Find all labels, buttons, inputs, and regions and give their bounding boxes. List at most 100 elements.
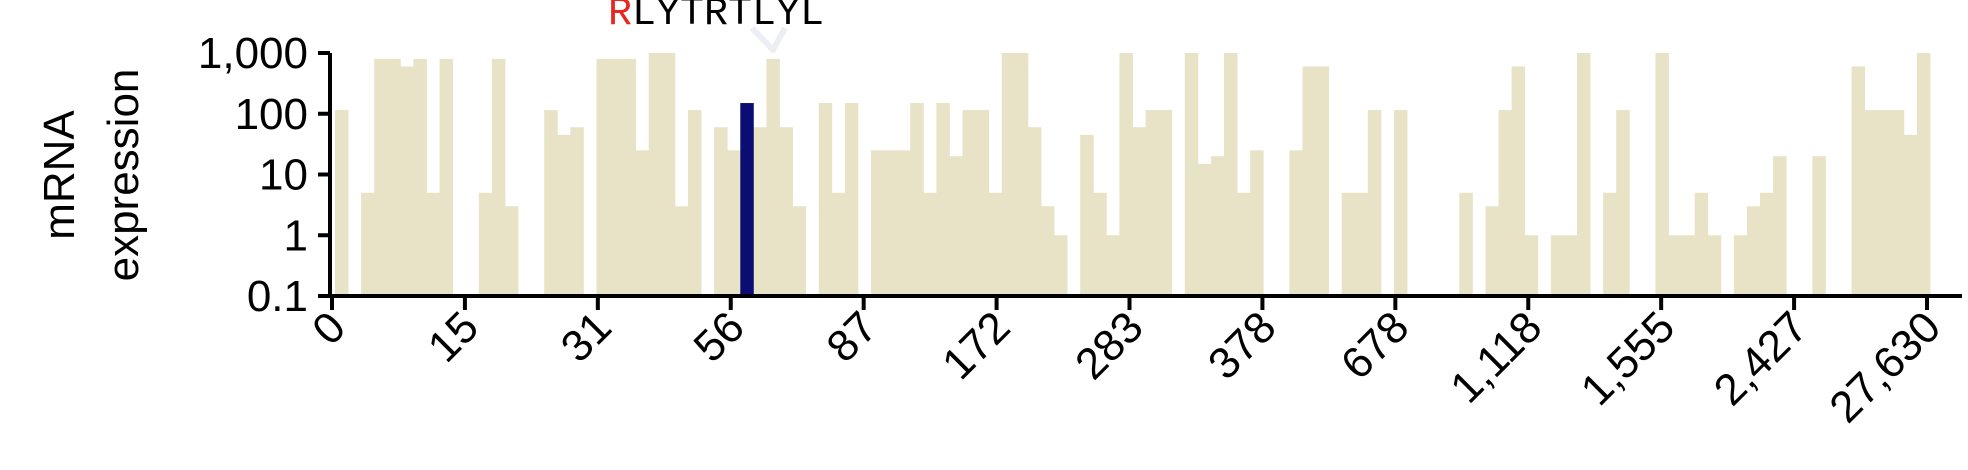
bar	[1616, 110, 1630, 296]
bar	[714, 127, 728, 296]
bar	[1014, 53, 1029, 296]
bar	[1773, 156, 1787, 296]
bar	[753, 127, 767, 296]
bar	[1250, 150, 1264, 296]
bar	[1367, 110, 1382, 296]
bar	[1655, 53, 1669, 296]
bar	[661, 53, 676, 296]
bar	[1184, 53, 1199, 296]
bar	[897, 150, 911, 296]
bar	[779, 127, 793, 296]
x-tick-label: 87	[817, 302, 886, 371]
bar	[596, 58, 610, 296]
bar	[1603, 192, 1617, 296]
y-tick-label: 1,000	[198, 29, 308, 78]
bar	[504, 206, 519, 296]
bar	[1890, 110, 1905, 296]
bar	[491, 58, 506, 296]
x-tick-label: 172	[933, 302, 1020, 389]
bar	[1027, 127, 1042, 296]
bar	[727, 150, 741, 296]
bar	[374, 58, 388, 296]
bar	[335, 110, 349, 296]
bar	[766, 58, 780, 296]
bar	[818, 103, 833, 296]
bar	[1707, 235, 1722, 296]
bar	[1132, 127, 1146, 296]
bar	[1158, 110, 1173, 296]
bar	[1916, 53, 1931, 296]
y-tick-label: 1	[284, 211, 308, 260]
bar	[1302, 66, 1316, 296]
bar	[962, 110, 977, 296]
bar	[1289, 150, 1303, 296]
bar	[1760, 192, 1774, 296]
bar	[674, 206, 689, 296]
bar	[1681, 235, 1696, 296]
bar	[1145, 110, 1160, 296]
y-ticks-group: 0.1 1 10 100 1,000	[198, 29, 330, 321]
y-axis-label-line-1: mRNA	[35, 110, 84, 240]
sequence-label: RLYTRTLYL	[608, 0, 824, 37]
x-tick-label: 31	[552, 302, 621, 371]
bar	[831, 192, 846, 296]
y-tick-label: 100	[235, 90, 308, 139]
bar	[1812, 156, 1826, 296]
x-tick-label: 0	[303, 302, 355, 354]
bar	[1851, 66, 1866, 296]
bar	[1694, 192, 1709, 296]
bar	[648, 53, 663, 296]
bar	[1550, 235, 1565, 296]
bar	[975, 110, 990, 296]
bar	[1119, 53, 1133, 296]
bar	[1210, 156, 1225, 296]
bar	[910, 103, 924, 296]
bar	[988, 192, 1003, 296]
bar	[1864, 110, 1879, 296]
bar	[1563, 235, 1578, 296]
bar	[1106, 235, 1120, 296]
x-tick-label: 378	[1199, 302, 1286, 389]
y-tick-label: 10	[259, 151, 308, 200]
bar	[1080, 134, 1094, 296]
bar	[1197, 163, 1212, 296]
x-tick-label: 15	[419, 302, 488, 371]
x-tick-label: 56	[685, 302, 754, 371]
y-axis-label-line-2: expression	[99, 69, 148, 282]
bar	[1524, 235, 1539, 296]
bar	[1577, 53, 1591, 296]
bar	[1237, 192, 1251, 296]
bar	[1746, 206, 1761, 296]
bar	[1040, 206, 1055, 296]
bar	[1054, 235, 1068, 296]
bar	[557, 134, 571, 296]
sequence-rest-residues: LYTRTLYL	[632, 0, 824, 37]
bar	[361, 192, 375, 296]
bar	[1877, 110, 1892, 296]
bar	[1315, 66, 1329, 296]
bar	[687, 110, 702, 296]
x-tick-label: 2,427	[1705, 302, 1818, 415]
annotation-pointer	[749, 25, 788, 53]
bar	[635, 150, 650, 296]
bar	[923, 192, 937, 296]
bar	[1341, 192, 1356, 296]
x-tick-label: 283	[1066, 302, 1153, 389]
bar	[609, 58, 624, 296]
highlighted-bar	[740, 103, 754, 296]
sequence-annotation: RLYTRTLYL	[608, 0, 824, 53]
bar	[1498, 110, 1513, 296]
bar	[570, 127, 584, 296]
x-tick-label: 1,555	[1572, 302, 1685, 415]
bar	[1393, 110, 1408, 296]
y-axis-label: mRNA expression	[35, 69, 148, 282]
y-tick-label: 0.1	[247, 272, 308, 321]
bar	[949, 156, 963, 296]
bar	[1224, 53, 1238, 296]
bar	[1093, 192, 1107, 296]
x-tick-label: 1,118	[1441, 302, 1551, 412]
bar	[1511, 66, 1526, 296]
x-tick-label: 678	[1332, 302, 1419, 389]
bar	[1001, 53, 1016, 296]
